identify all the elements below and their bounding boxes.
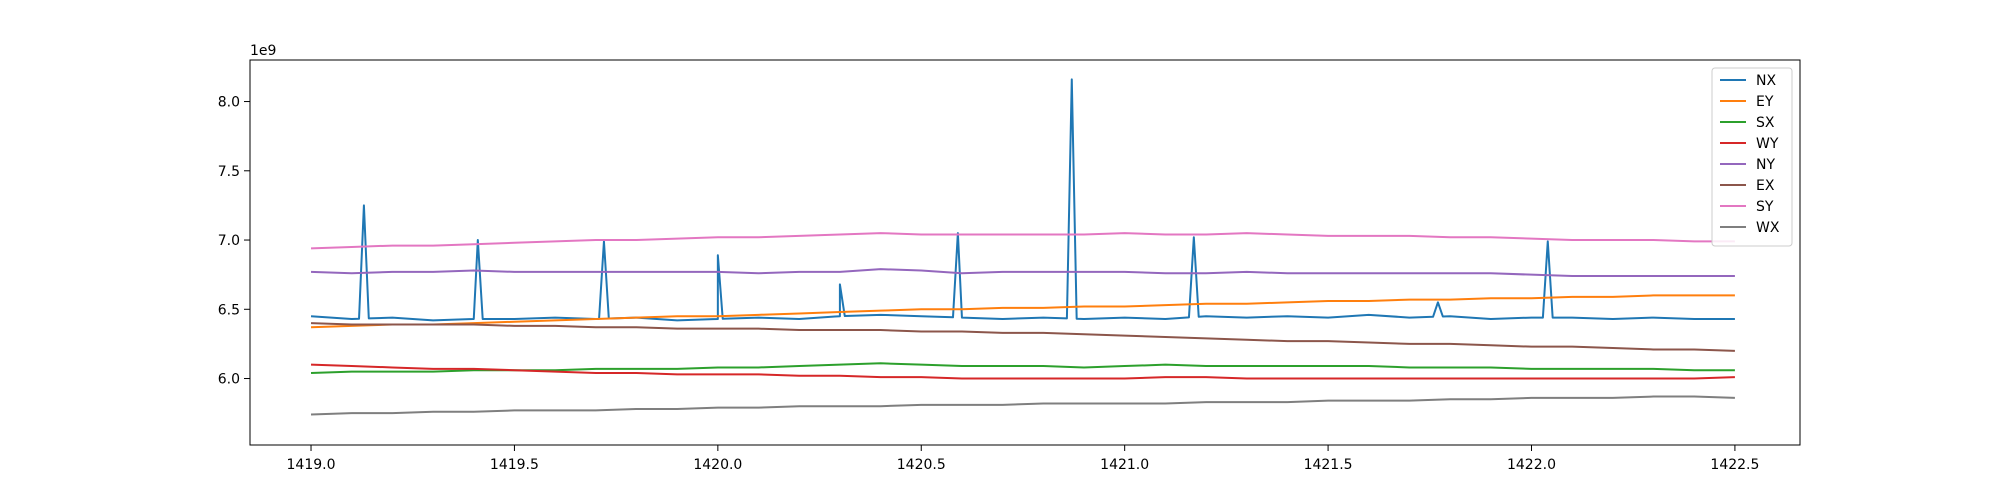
legend-label-wx: WX: [1756, 220, 1780, 236]
y-tick-label: 7.5: [218, 164, 240, 180]
y-axis: 6.0 6.5 7.0 7.5 8.0: [218, 95, 250, 388]
legend-label-ex: EX: [1756, 178, 1775, 194]
plot-frame: [249, 59, 1801, 446]
x-tick-label: 1419.0: [287, 457, 336, 473]
x-tick-label: 1420.5: [897, 457, 946, 473]
y-offset-label: 1e9: [250, 43, 276, 59]
legend-label-wy: WY: [1756, 136, 1779, 152]
series-line-wx: [310, 395, 1735, 416]
plot-lines: [310, 78, 1735, 416]
legend-label-sy: SY: [1756, 199, 1774, 215]
series-line-sy: [310, 232, 1735, 250]
legend-label-nx: NX: [1756, 73, 1776, 89]
x-tick-label: 1420.0: [693, 457, 742, 473]
x-tick-label: 1422.5: [1710, 457, 1759, 473]
series-line-ey: [310, 294, 1735, 329]
legend-label-sx: SX: [1756, 115, 1775, 131]
series-line-wy: [310, 363, 1735, 380]
y-tick-label: 7.0: [218, 233, 240, 249]
x-tick-label: 1422.0: [1507, 457, 1556, 473]
series-line-sx: [310, 362, 1735, 374]
series-line-ny: [310, 268, 1735, 278]
legend: NX EY SX WY NY EX SY WX: [1711, 67, 1793, 247]
series-line-nx: [310, 78, 1735, 322]
x-axis: 1419.0 1419.5 1420.0 1420.5 1421.0 1421.5 1422…: [287, 445, 1759, 473]
legend-label-ny: NY: [1756, 157, 1775, 173]
x-tick-label: 1419.5: [490, 457, 539, 473]
y-tick-label: 6.0: [218, 372, 240, 388]
x-tick-label: 1421.5: [1304, 457, 1353, 473]
legend-label-ey: EY: [1756, 94, 1774, 110]
y-tick-label: 8.0: [218, 95, 240, 111]
y-tick-label: 6.5: [218, 302, 240, 318]
x-tick-label: 1421.0: [1100, 457, 1149, 473]
series-line-ex: [310, 322, 1735, 352]
legend-box: [1711, 67, 1793, 247]
